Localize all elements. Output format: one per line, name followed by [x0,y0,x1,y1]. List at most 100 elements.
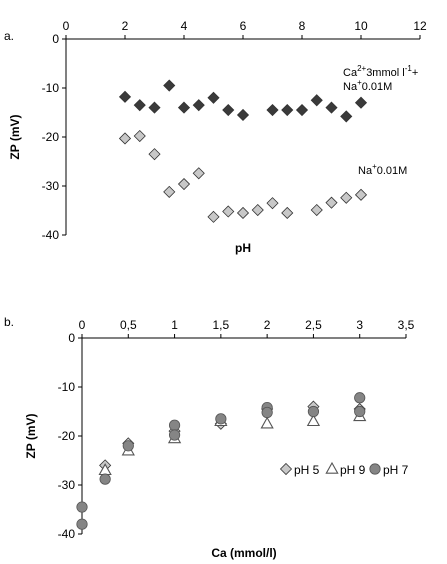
data-point [148,101,161,114]
y-tick-label: -30 [58,478,76,492]
data-point [163,79,176,92]
data-point [163,185,176,198]
series-1 [118,129,368,223]
data-point [306,414,321,427]
data-point [177,177,191,191]
x-axis-title: Ca (mmol/l) [211,546,276,560]
data-point [222,205,235,218]
y-tick-label: 0 [68,331,75,345]
data-point [340,191,353,204]
data-point [215,413,227,425]
data-point [251,203,264,217]
legend-item: pH 9 [325,461,366,477]
y-tick-label: -40 [58,527,76,541]
data-point [354,405,366,418]
data-point [310,203,323,217]
data-point [354,188,368,201]
data-point [307,405,320,418]
data-point [148,148,161,161]
data-point [207,91,220,104]
x-tick-label: 0 [79,318,86,332]
data-point [325,101,338,114]
legend-label: pH 9 [340,463,366,477]
legend-label: pH 5 [294,463,320,477]
legend-item: pH 5 [279,462,320,477]
data-point [281,103,294,117]
data-point [295,103,309,117]
ann-mid: 3mmol l [366,67,405,79]
panel-label: a. [4,29,14,43]
data-point [310,94,323,107]
chart-panel-b: 0 0,5 1 1,5 2 2,5 3 3,5 0 -10 -20 -30 -40 b. Ca (mmol/… [4,315,415,560]
data-point [177,101,191,114]
data-point [192,167,205,180]
data-point [222,103,235,117]
x-tick-label: 0,5 [120,318,137,332]
legend-marker-diamond [279,462,293,476]
x-tick-label: 8 [299,19,306,33]
annotation-upper-line1: Ca2+3mmol l-1+ [343,64,418,79]
y-tick-label: 0 [52,32,59,46]
annotation-upper-line2: Na+0.01M [343,78,392,93]
series-0 [118,79,368,123]
y-tick-label: -20 [42,130,60,144]
ann-ca-sup: 2+ [357,64,366,73]
data-point [99,473,111,485]
x-tick-label: 6 [240,19,247,33]
data-point [266,103,279,117]
ann-na-sup: + [357,78,362,87]
data-point [236,206,250,220]
data-point [192,99,205,112]
data-point [281,206,294,220]
series-2 [76,392,366,530]
x-tick-label: 10 [354,19,368,33]
data-point [118,132,132,145]
data-point [118,90,132,103]
ann-plus: + [412,67,418,79]
x-tick-label: 2 [122,19,129,33]
x-axis-title: pH [235,241,251,255]
x-tick-label: 4 [181,19,188,33]
data-point [266,197,279,210]
series-1 [98,409,367,476]
legend-marker-triangle [325,461,339,474]
annotation-lower: Na+0.01M [358,162,407,177]
x-tick-label: 2 [264,318,271,332]
ann-ca: Ca [343,67,358,79]
ann-na-rest: 0.01M [362,81,393,93]
ann-na: Na [343,81,358,93]
data-point [76,501,88,513]
x-tick-label: 2,5 [305,318,322,332]
y-tick-label: -40 [42,228,60,242]
ann-na-rest: 0.01M [377,165,408,177]
x-tick-label: 3 [356,318,363,332]
legend: pH 5 pH 9 pH 7 [279,461,409,477]
ann-na-sup: + [372,162,377,171]
y-tick-label: -10 [58,380,76,394]
y-tick-label: -20 [58,429,76,443]
legend-marker-circle [369,463,381,475]
data-point [207,210,220,223]
data-point [133,99,146,112]
y-tick-label: -10 [42,81,60,95]
y-tick-label: -30 [42,179,60,193]
chart-panel-a: 0 2 4 6 8 10 12 0 -10 -20 -30 -40 a. pH ZP (mV) Ca2+3mm… [4,19,427,255]
series-0 [99,400,366,472]
panel-label: b. [4,315,14,329]
x-tick-label: 1,5 [213,318,230,332]
data-point [76,518,88,530]
data-point [236,108,250,122]
data-point [122,440,134,452]
data-point [168,419,181,431]
legend-label: pH 7 [383,463,409,477]
data-point [340,110,353,123]
y-axis-title: ZP (mV) [8,114,22,159]
x-tick-label: 3,5 [398,318,415,332]
data-point [261,406,273,419]
legend-item: pH 7 [369,463,409,477]
data-point [260,416,274,429]
data-point [325,196,338,209]
ann-na: Na [358,165,373,177]
x-tick-label: 0 [63,19,70,33]
